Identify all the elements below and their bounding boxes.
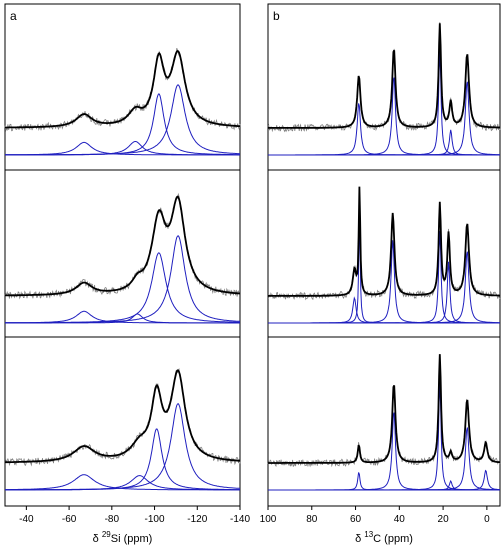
panel-frame — [267, 3, 501, 507]
x-tick-label: -100 — [145, 514, 165, 525]
component-peak — [268, 479, 500, 491]
x-tick-label: 60 — [350, 514, 362, 525]
x-axis-label: δ 13C (ppm) — [355, 530, 413, 545]
component-peak — [268, 51, 500, 156]
x-tick-label: -140 — [230, 514, 250, 525]
x-tick-label: -40 — [19, 514, 34, 525]
component-peak — [268, 469, 500, 491]
component-peak — [268, 251, 500, 324]
x-tick-label: 0 — [484, 514, 490, 525]
fit-envelope — [5, 49, 241, 129]
x-tick-label: 20 — [438, 514, 450, 525]
x-tick-label: -60 — [62, 514, 77, 525]
panel-label: a — [10, 9, 17, 23]
fit-envelope — [268, 186, 500, 297]
panel-b-c13-spectra: b 100 80 60 40 20 0 δ 13C (ppm) — [260, 3, 501, 545]
x-tick-label: 80 — [306, 514, 318, 525]
panel-frame — [4, 3, 241, 507]
component-peak — [5, 93, 240, 156]
experimental-spectrum — [4, 47, 241, 132]
component-peak — [268, 129, 500, 156]
x-axis-label: δ 29Si (ppm) — [93, 530, 153, 545]
component-peak — [5, 428, 240, 491]
component-peak — [5, 403, 241, 491]
x-tick-label: 100 — [260, 514, 277, 525]
panel-label: b — [273, 9, 280, 23]
x-tick-label: 40 — [394, 514, 406, 525]
x-tick-label: -120 — [187, 514, 207, 525]
x-tick-label: -80 — [105, 514, 120, 525]
experimental-spectrum — [4, 192, 241, 300]
panel-a-si29-spectra: a -40 -60 -80 -100 -120 -140 δ 29Si (ppm) — [4, 3, 250, 545]
fit-envelope — [268, 23, 501, 129]
experimental-spectrum — [4, 367, 241, 467]
fit-envelope — [5, 195, 240, 297]
fit-envelope — [5, 369, 241, 464]
component-peak — [5, 235, 241, 324]
component-peak — [268, 81, 500, 156]
fit-envelope — [268, 354, 500, 464]
component-peak — [268, 217, 500, 324]
component-peak — [5, 84, 240, 156]
